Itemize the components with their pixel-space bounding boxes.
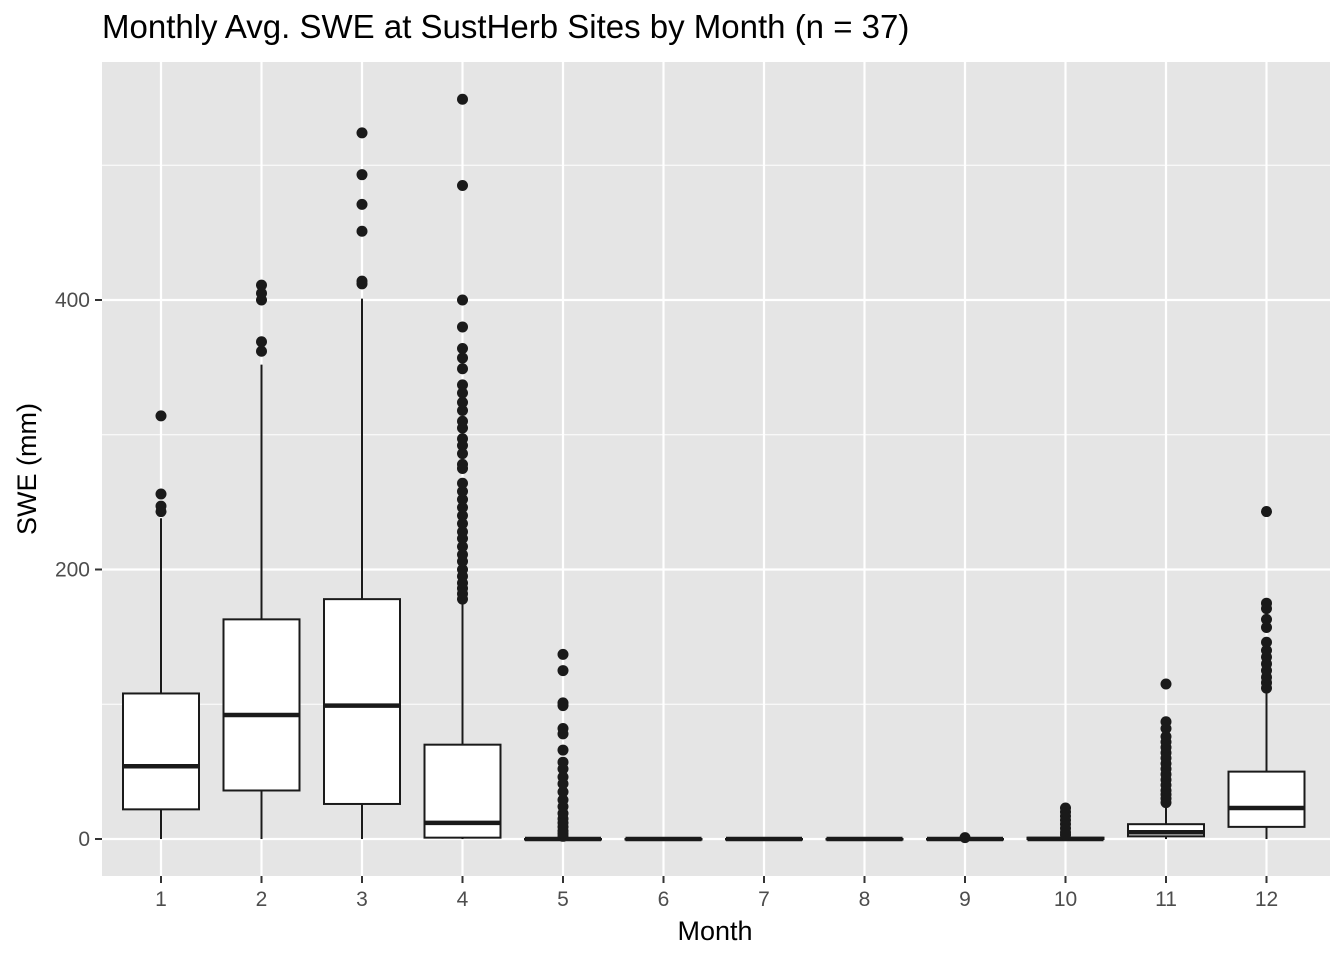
x-tick-label: 2 xyxy=(256,888,268,911)
box-month-11 xyxy=(1127,678,1205,839)
outlier-point xyxy=(457,448,468,460)
outlier-point xyxy=(457,415,468,427)
box-month-3 xyxy=(323,127,401,839)
outlier-point xyxy=(256,287,267,299)
box-month-12 xyxy=(1227,506,1306,839)
box-month-10 xyxy=(1026,802,1105,842)
box-month-6 xyxy=(624,836,703,842)
x-tick-label: 4 xyxy=(457,888,469,911)
outlier-point xyxy=(457,396,468,408)
x-tick-label: 1 xyxy=(155,888,167,911)
outlier-point xyxy=(457,179,468,191)
outlier-point xyxy=(457,352,468,364)
outlier-point xyxy=(1261,636,1272,648)
outlier-point xyxy=(457,458,468,470)
outlier-point xyxy=(457,343,468,355)
outlier-point xyxy=(457,518,468,530)
plot-panel xyxy=(102,62,1330,876)
x-tick-label: 9 xyxy=(959,888,971,911)
outlier-point xyxy=(457,493,468,505)
outlier-point xyxy=(155,488,167,500)
y-tick-label: 200 xyxy=(55,559,90,582)
y-tick-label: 0 xyxy=(78,828,90,851)
outlier-point xyxy=(457,502,468,514)
outlier-point xyxy=(457,404,468,416)
outlier-point xyxy=(155,410,167,422)
outlier-point xyxy=(557,697,569,709)
box-iqr xyxy=(122,692,200,811)
x-axis-title: Month xyxy=(677,916,752,946)
outlier-point xyxy=(457,363,468,375)
box-month-1 xyxy=(122,410,200,839)
outlier-point xyxy=(557,794,569,806)
outlier-point xyxy=(1060,802,1071,814)
x-tick-label: 10 xyxy=(1054,888,1077,911)
x-tick-label: 7 xyxy=(758,888,770,911)
outlier-point xyxy=(457,294,468,306)
outlier-point xyxy=(256,336,267,348)
outlier-point xyxy=(356,275,368,287)
outlier-point xyxy=(457,477,468,489)
y-tick-label: 400 xyxy=(55,289,90,312)
outlier-point xyxy=(457,549,468,561)
outlier-point xyxy=(557,723,569,735)
box-iqr xyxy=(222,618,301,792)
x-tick-label: 12 xyxy=(1255,888,1278,911)
box-iqr xyxy=(1227,770,1306,828)
outlier-point xyxy=(256,345,267,357)
box-series xyxy=(122,93,1306,844)
outlier-point xyxy=(457,526,468,538)
box-month-9 xyxy=(926,832,1004,844)
outlier-point xyxy=(1261,613,1272,625)
x-tick-label: 3 xyxy=(356,888,368,911)
box-month-4 xyxy=(423,93,502,839)
outlier-point xyxy=(1261,644,1272,656)
outlier-point xyxy=(1261,621,1272,633)
outlier-point xyxy=(1261,597,1272,609)
outlier-point xyxy=(457,321,468,333)
x-tick-label: 5 xyxy=(557,888,569,911)
outlier-point xyxy=(457,485,468,497)
outlier-point xyxy=(557,744,569,756)
chart-title: Monthly Avg. SWE at SustHerb Sites by Mo… xyxy=(102,8,910,45)
x-tick-label: 11 xyxy=(1155,888,1177,911)
outlier-point xyxy=(557,648,569,660)
outlier-point xyxy=(457,510,468,522)
box-month-5 xyxy=(524,648,602,842)
outlier-point xyxy=(457,433,468,445)
outlier-point xyxy=(356,225,368,237)
outlier-point xyxy=(557,786,569,798)
outlier-point xyxy=(457,564,468,575)
outlier-point xyxy=(1160,731,1172,743)
box-iqr xyxy=(323,598,401,805)
x-tick-label: 8 xyxy=(859,888,871,911)
outlier-point xyxy=(1261,506,1272,518)
box-month-8 xyxy=(825,836,904,842)
outlier-point xyxy=(457,541,468,553)
outlier-point xyxy=(356,169,368,181)
box-month-2 xyxy=(222,279,301,839)
outlier-point xyxy=(1160,678,1172,690)
x-tick-label: 6 xyxy=(658,888,670,911)
outlier-point xyxy=(457,387,468,399)
outlier-point xyxy=(1160,716,1172,728)
outlier-point xyxy=(557,771,569,783)
box-month-7 xyxy=(725,836,803,842)
outlier-point xyxy=(356,198,368,210)
outlier-point xyxy=(356,127,368,139)
outlier-point xyxy=(557,756,569,768)
outlier-point xyxy=(457,379,468,391)
outlier-point xyxy=(557,665,569,677)
y-axis-title: SWE (mm) xyxy=(12,403,42,535)
outlier-point xyxy=(457,93,468,105)
outlier-point xyxy=(155,500,167,512)
outlier-point xyxy=(256,279,267,291)
outlier-point xyxy=(959,832,971,844)
